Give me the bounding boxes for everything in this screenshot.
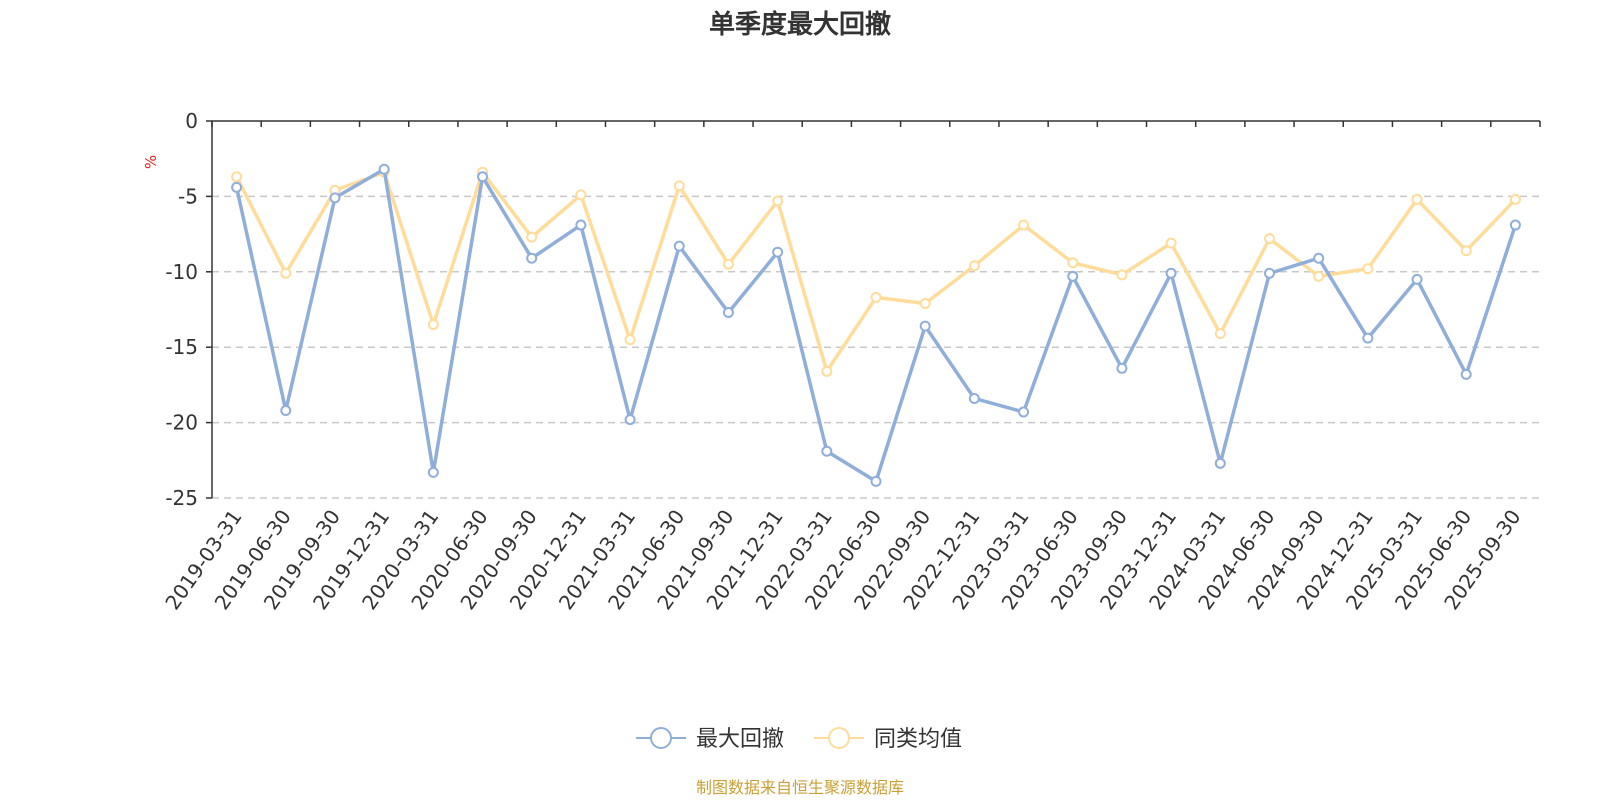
legend-marker	[650, 727, 672, 749]
y-tick-label: -10	[165, 260, 198, 284]
axes	[206, 120, 1541, 499]
legend-label: 同类均值	[874, 727, 962, 752]
y-tick-labels: 0 -5 -10 -15 -20 -25	[165, 109, 198, 510]
data-point[interactable]	[1165, 267, 1177, 279]
data-point[interactable]	[231, 181, 243, 193]
data-point[interactable]	[1411, 273, 1423, 285]
data-point[interactable]	[673, 180, 685, 192]
data-point[interactable]	[477, 171, 489, 183]
data-point[interactable]	[919, 320, 931, 332]
legend-item[interactable]: 最大回撤	[636, 727, 784, 752]
data-point[interactable]	[821, 365, 833, 377]
data-point[interactable]	[1263, 233, 1275, 245]
legend-label: 最大回撤	[696, 727, 784, 752]
data-point[interactable]	[722, 258, 734, 270]
x-tick-labels: 2019-03-312019-06-302019-09-302019-12-31…	[160, 505, 1525, 614]
data-point[interactable]	[1362, 263, 1374, 275]
data-point[interactable]	[1509, 219, 1521, 231]
data-point[interactable]	[280, 267, 292, 279]
data-point[interactable]	[870, 475, 882, 487]
legend-marker	[828, 727, 850, 749]
data-point[interactable]	[575, 189, 587, 201]
data-point[interactable]	[968, 392, 980, 404]
data-point[interactable]	[427, 319, 439, 331]
data-point[interactable]	[1116, 269, 1128, 281]
data-point[interactable]	[624, 414, 636, 426]
data-point[interactable]	[821, 445, 833, 457]
y-tick-label: -5	[178, 184, 198, 208]
data-point[interactable]	[1067, 257, 1079, 269]
legend-item[interactable]: 同类均值	[814, 727, 962, 752]
y-axis-unit-label: %	[142, 155, 160, 169]
y-tick-label: -25	[165, 486, 198, 510]
data-point[interactable]	[1313, 252, 1325, 264]
data-point[interactable]	[624, 334, 636, 346]
data-point[interactable]	[427, 466, 439, 478]
data-point[interactable]	[280, 405, 292, 417]
data-point[interactable]	[575, 219, 587, 231]
data-point[interactable]	[870, 291, 882, 303]
data-point[interactable]	[772, 195, 784, 207]
y-tick-label: 0	[185, 109, 198, 133]
data-point[interactable]	[772, 246, 784, 258]
data-point[interactable]	[722, 307, 734, 319]
data-point[interactable]	[378, 163, 390, 175]
data-point[interactable]	[231, 171, 243, 183]
data-point[interactable]	[1313, 270, 1325, 282]
data-point[interactable]	[1460, 368, 1472, 380]
data-point[interactable]	[1509, 193, 1521, 205]
data-point[interactable]	[919, 297, 931, 309]
y-tick-label: -15	[165, 335, 198, 359]
data-point[interactable]	[1460, 245, 1472, 257]
data-point[interactable]	[526, 252, 538, 264]
data-point[interactable]	[1116, 362, 1128, 374]
legend[interactable]: 最大回撤 同类均值	[636, 727, 962, 752]
data-point[interactable]	[1067, 270, 1079, 282]
data-point[interactable]	[1165, 237, 1177, 249]
data-point[interactable]	[1362, 332, 1374, 344]
y-tick-label: -20	[165, 411, 198, 435]
series-0	[231, 163, 1521, 487]
data-point[interactable]	[329, 192, 341, 204]
gridlines	[212, 195, 1540, 499]
series	[231, 163, 1521, 487]
data-point[interactable]	[1018, 406, 1030, 418]
data-point[interactable]	[1263, 267, 1275, 279]
data-point[interactable]	[1411, 193, 1423, 205]
chart-title: 单季度最大回撤	[709, 9, 891, 40]
data-point[interactable]	[526, 231, 538, 243]
source-note: 制图数据来自恒生聚源数据库	[696, 778, 904, 797]
data-point[interactable]	[1018, 219, 1030, 231]
data-point[interactable]	[1214, 328, 1226, 340]
data-point[interactable]	[968, 260, 980, 272]
data-point[interactable]	[673, 240, 685, 252]
data-point[interactable]	[1214, 457, 1226, 469]
